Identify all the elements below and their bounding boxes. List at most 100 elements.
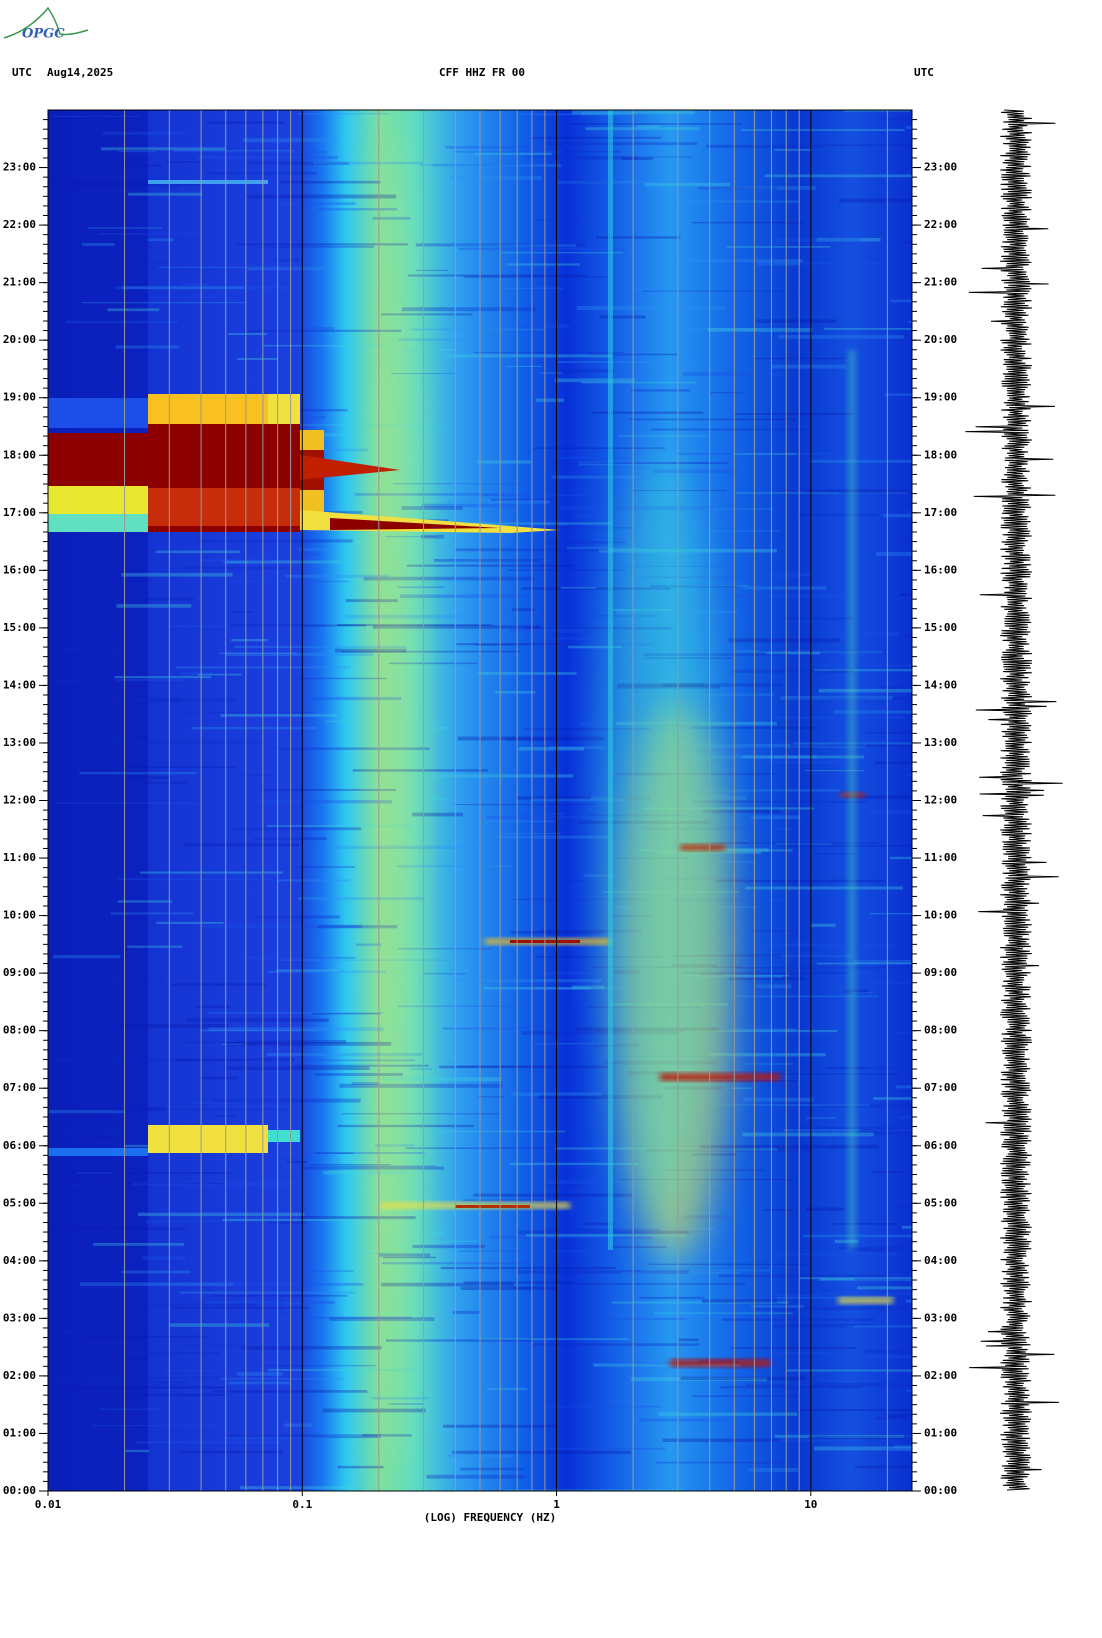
texture-streak	[546, 142, 697, 146]
texture-streak	[228, 1434, 381, 1439]
texture-streak	[541, 1405, 661, 1408]
texture-streak	[809, 459, 912, 463]
texture-streak	[808, 1435, 912, 1439]
texture-streak	[905, 1299, 912, 1303]
texture-streak	[708, 955, 852, 957]
texture-streak	[557, 181, 697, 184]
texture-streak	[197, 673, 242, 676]
texture-streak	[744, 1063, 794, 1065]
y-tick-label: 08:00	[924, 1024, 957, 1037]
texture-streak	[173, 149, 295, 152]
texture-streak	[779, 490, 895, 493]
texture-streak	[221, 1043, 243, 1045]
texture-streak	[226, 580, 349, 583]
texture-streak	[751, 943, 895, 948]
texture-streak	[774, 1434, 905, 1438]
texture-streak	[844, 989, 869, 994]
texture-streak	[834, 1239, 859, 1244]
texture-streak	[115, 286, 293, 290]
event	[268, 394, 300, 424]
texture-streak	[207, 1012, 384, 1014]
texture-streak	[445, 145, 548, 149]
texture-streak	[884, 393, 912, 396]
streak	[680, 845, 725, 850]
texture-streak	[122, 286, 245, 290]
texture-streak	[199, 559, 273, 562]
texture-streak	[247, 268, 326, 271]
texture-streak	[816, 1104, 912, 1108]
texture-streak	[803, 952, 845, 955]
texture-streak	[833, 710, 912, 714]
y-tick-label: 14:00	[3, 678, 36, 691]
texture-streak	[294, 1064, 429, 1067]
texture-streak	[803, 1234, 912, 1238]
texture-streak	[718, 848, 769, 852]
texture-streak	[707, 328, 813, 332]
texture-streak	[780, 695, 893, 700]
texture-streak	[839, 198, 912, 203]
y-tick-label: 22:00	[924, 218, 957, 231]
texture-streak	[298, 112, 389, 115]
texture-streak	[705, 789, 840, 792]
y-tick-label: 09:00	[3, 966, 36, 979]
texture-streak	[386, 1339, 533, 1342]
texture-streak	[211, 1098, 361, 1103]
texture-streak	[511, 608, 535, 611]
texture-streak	[453, 804, 598, 806]
texture-streak	[388, 662, 478, 665]
texture-streak	[521, 587, 671, 590]
texture-streak	[228, 1381, 291, 1385]
texture-streak	[59, 1331, 90, 1335]
texture-streak	[130, 776, 169, 779]
texture-streak	[539, 972, 641, 975]
texture-streak	[718, 1274, 889, 1278]
texture-streak	[222, 561, 248, 563]
texture-streak	[766, 652, 820, 655]
texture-streak	[453, 151, 564, 153]
texture-streak	[313, 161, 423, 165]
texture-streak	[149, 297, 234, 299]
y-tick-label: 15:00	[924, 621, 957, 634]
texture-streak	[805, 770, 865, 772]
texture-streak	[440, 1266, 617, 1270]
texture-streak	[122, 766, 236, 768]
x-tick-label: 10	[804, 1498, 817, 1511]
texture-streak	[231, 611, 255, 613]
texture-streak	[551, 475, 639, 479]
texture-streak	[676, 508, 774, 510]
texture-streak	[69, 1386, 227, 1389]
texture-streak	[648, 1263, 806, 1265]
y-tick-label: 15:00	[3, 621, 36, 634]
texture-streak	[134, 1441, 283, 1444]
texture-streak	[298, 897, 425, 901]
texture-streak	[718, 842, 879, 844]
texture-streak	[49, 182, 204, 186]
texture-streak	[421, 534, 444, 539]
texture-streak	[899, 593, 912, 596]
texture-streak	[783, 1129, 860, 1132]
texture-streak	[281, 409, 348, 412]
texture-streak	[225, 1041, 392, 1046]
texture-streak	[799, 513, 879, 517]
texture-streak	[742, 755, 865, 759]
texture-streak	[315, 1073, 403, 1076]
line-artifact	[608, 110, 613, 1250]
texture-streak	[383, 1077, 502, 1082]
texture-streak	[824, 327, 912, 330]
texture-streak	[146, 598, 194, 600]
texture-streak	[140, 871, 283, 874]
texture-streak	[219, 652, 297, 654]
texture-streak	[93, 1243, 185, 1246]
texture-streak	[895, 1032, 912, 1034]
texture-streak	[417, 797, 447, 801]
texture-streak	[405, 1147, 551, 1150]
noise-blob	[600, 450, 720, 1210]
texture-streak	[322, 1408, 426, 1413]
texture-streak	[749, 930, 803, 932]
y-tick-label: 23:00	[924, 161, 957, 174]
texture-streak	[740, 1439, 866, 1442]
texture-streak	[220, 714, 338, 717]
texture-streak	[552, 462, 729, 464]
texture-streak	[262, 345, 390, 347]
texture-streak	[500, 527, 634, 529]
